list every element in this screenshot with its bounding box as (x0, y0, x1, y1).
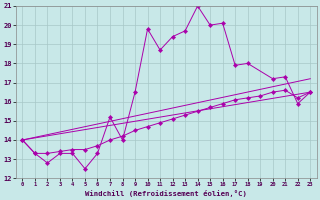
X-axis label: Windchill (Refroidissement éolien,°C): Windchill (Refroidissement éolien,°C) (85, 190, 247, 197)
